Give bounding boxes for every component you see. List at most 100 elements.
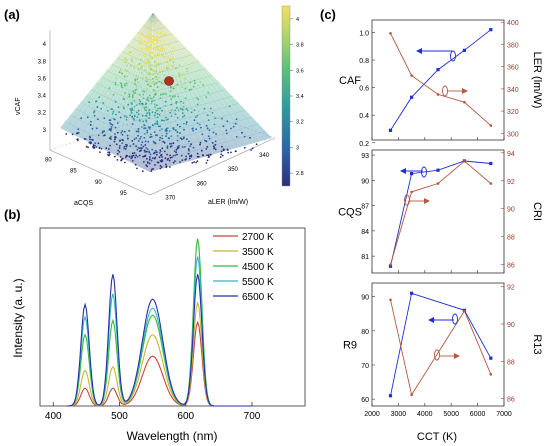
data-point <box>489 356 493 360</box>
scatter-point <box>133 152 136 154</box>
scatter-point <box>121 130 124 132</box>
scatter-point <box>101 131 104 134</box>
scatter-point <box>170 86 172 88</box>
scatter-point <box>150 63 153 66</box>
scatter-point <box>185 121 188 124</box>
scatter-point <box>176 153 178 156</box>
scatter-point <box>97 142 100 145</box>
scatter-point <box>188 157 191 160</box>
scatter-point <box>203 107 206 110</box>
scatter-point <box>155 37 158 40</box>
scatter-point <box>167 67 170 70</box>
scatter-point <box>91 127 94 130</box>
scatter-point <box>131 109 134 111</box>
scatter-point <box>179 80 182 83</box>
scatter-point <box>201 133 204 136</box>
scatter-point <box>145 49 148 52</box>
y-axis-label-b: Intensity (a. u.) <box>11 278 25 357</box>
scatter-point <box>131 152 134 155</box>
scatter-point <box>255 143 258 146</box>
mesh-line <box>127 44 187 58</box>
scatter-point <box>156 113 159 115</box>
x-tick-label: 85 <box>70 169 77 175</box>
scatter-point <box>120 131 123 134</box>
panel-label-b: (b) <box>4 207 21 222</box>
scatter-point <box>138 39 141 42</box>
legend-label: 3500 K <box>242 247 274 258</box>
scatter-point <box>151 111 154 114</box>
legend-label: 4500 K <box>242 262 274 273</box>
z-tick-label: 3.6 <box>38 76 47 82</box>
scatter-point <box>154 60 156 63</box>
scatter-point <box>142 97 145 100</box>
scatter-point <box>169 95 172 97</box>
scatter-point <box>178 75 181 78</box>
scatter-point <box>169 90 172 92</box>
scatter-point <box>169 156 172 159</box>
scatter-point <box>207 119 210 122</box>
scatter-point <box>141 103 144 106</box>
scatter-point <box>143 137 146 139</box>
scatter-point <box>65 133 68 135</box>
scatter-point <box>174 109 177 112</box>
scatter-point <box>143 155 146 158</box>
scatter-point <box>147 96 149 99</box>
data-point <box>410 291 414 295</box>
right-tick-label: 88 <box>507 359 515 366</box>
scatter-point <box>151 57 154 60</box>
scatter-point <box>138 147 141 150</box>
scatter-point <box>140 67 143 69</box>
scatter-point <box>149 136 152 139</box>
scatter-point <box>159 125 162 128</box>
scatter-point <box>171 96 174 98</box>
scatter-point <box>143 41 146 43</box>
colorbar-tick-label: 2.8 <box>296 171 304 177</box>
scatter-point <box>149 36 151 39</box>
scatter-point <box>135 75 138 77</box>
scatter-point <box>165 116 167 119</box>
legend-label: 6500 K <box>242 292 274 303</box>
scatter-point <box>117 106 120 109</box>
scatter-point <box>115 113 117 116</box>
scatter-point <box>142 161 145 163</box>
scatter-point <box>144 56 147 58</box>
scatter-point <box>235 118 238 120</box>
scatter-point <box>123 115 126 117</box>
scatter-point <box>149 158 151 161</box>
scatter-point <box>181 138 183 141</box>
legend-b: 2700 K 3500 K 4500 K 5500 K 6500 K <box>213 232 274 303</box>
scatter-point <box>152 48 155 51</box>
scatter-point <box>77 131 80 134</box>
scatter-point <box>174 154 177 157</box>
scatter-point <box>131 60 134 62</box>
scatter-point <box>241 131 243 134</box>
scatter-point <box>151 100 153 103</box>
scatter-point <box>207 114 209 117</box>
right-tick-label: 86 <box>507 397 515 404</box>
scatter-point <box>181 73 184 76</box>
scatter-point <box>199 143 201 146</box>
z-tick-label: 3.4 <box>38 94 47 100</box>
scatter-point <box>148 65 151 68</box>
scatter-point <box>172 65 174 68</box>
scatter-point <box>137 127 140 130</box>
data-point <box>436 68 440 72</box>
scatter-point <box>176 135 179 137</box>
scatter-point <box>146 48 148 50</box>
scatter-point <box>150 170 153 172</box>
ler-arrowhead <box>462 88 468 94</box>
scatter-point <box>125 119 128 121</box>
scatter-point <box>143 53 145 56</box>
scatter-point <box>125 82 128 84</box>
right-tick-label: 86 <box>507 263 515 270</box>
scatter-point <box>183 128 185 131</box>
scatter-point <box>194 82 196 85</box>
series-line <box>390 29 492 131</box>
scatter-point <box>153 54 156 56</box>
scatter-point <box>148 40 151 43</box>
scatter-point <box>136 148 139 151</box>
scatter-point <box>182 137 185 140</box>
scatter-point <box>165 135 167 138</box>
plot-frame <box>371 149 505 274</box>
scatter-point <box>208 129 211 132</box>
